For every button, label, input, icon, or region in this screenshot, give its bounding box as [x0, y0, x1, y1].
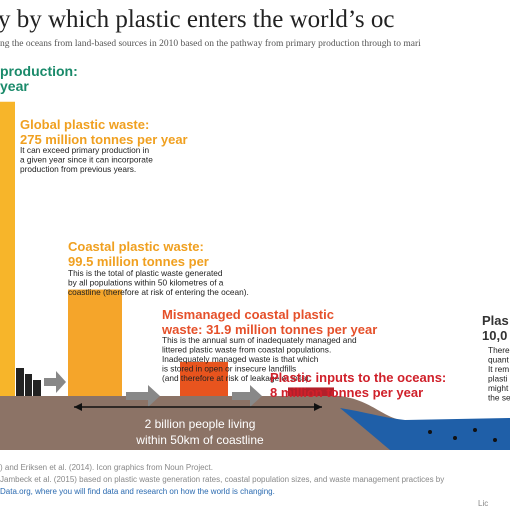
ocean [340, 408, 510, 450]
stage-note: This is the total of plastic waste gener… [68, 268, 223, 278]
stage-note: coastline (therefore at risk of entering… [68, 287, 249, 297]
stage-note: This is the annual sum of inadequately m… [162, 335, 357, 345]
stage-note: by all populations within 50 kilometres … [68, 278, 224, 288]
footer-text: Lic [478, 499, 488, 508]
ocean-title: Plas [482, 313, 509, 328]
ocean-note: the se [488, 393, 510, 403]
stage-note: a given year since it can incorporate [20, 155, 153, 165]
primary-label: year [0, 78, 29, 94]
stage-note: littered plastic waste from coastal popu… [162, 345, 331, 355]
stage-title: 275 million tonnes per year [20, 132, 188, 147]
stage-note: It can exceed primary production in [20, 145, 150, 155]
stage-title: 99.5 million tonnes per [68, 254, 209, 269]
stage-title: Plastic inputs to the oceans: [270, 370, 446, 385]
stage-note: Inadequately managed waste is that which [162, 354, 319, 364]
coastline-label: 2 billion people living [145, 417, 256, 431]
stage-bar [288, 387, 334, 396]
ocean-note: might [488, 383, 509, 393]
footer-text: Jambeck et al. (2015) based on plastic w… [0, 475, 444, 484]
stage-title: Coastal plastic waste: [68, 239, 204, 254]
ground [0, 396, 400, 450]
footer-bg [0, 450, 510, 510]
ocean-note: There [488, 345, 510, 355]
ocean-note: plasti [488, 374, 508, 384]
arrows [44, 371, 262, 407]
stage-bar [0, 101, 15, 396]
stage-title: Mismanaged coastal plastic [162, 307, 334, 322]
stage-bar [68, 289, 122, 396]
title: y by which plastic enters the world’s oc [0, 6, 394, 33]
subtitle: ng the oceans from land-based sources in… [0, 38, 421, 49]
footer-text: ) and Eriksen et al. (2014). Icon graphi… [0, 463, 213, 472]
stage-title: 8 million tonnes per year [270, 385, 423, 400]
fish-icons [428, 428, 497, 442]
ocean-title: 10,0 [482, 328, 507, 343]
stage-title: waste: 31.9 million tonnes per year [161, 322, 377, 337]
stage-bar [180, 361, 228, 396]
ocean-note: It rem [488, 364, 509, 374]
coastline-label: within 50km of coastline [135, 433, 264, 447]
stage-note: production from previous years. [20, 164, 136, 174]
footer-text: Data.org, where you will find data and r… [0, 487, 275, 496]
stage-note: is stored in open or insecure landfills [162, 364, 296, 374]
buildings-icon [16, 368, 41, 396]
stage-title: Global plastic waste: [20, 117, 149, 132]
ocean-note: quant [488, 355, 509, 365]
primary-label: production: [0, 63, 78, 79]
stage-note: (and therefore at risk of leakage or los… [162, 373, 311, 383]
